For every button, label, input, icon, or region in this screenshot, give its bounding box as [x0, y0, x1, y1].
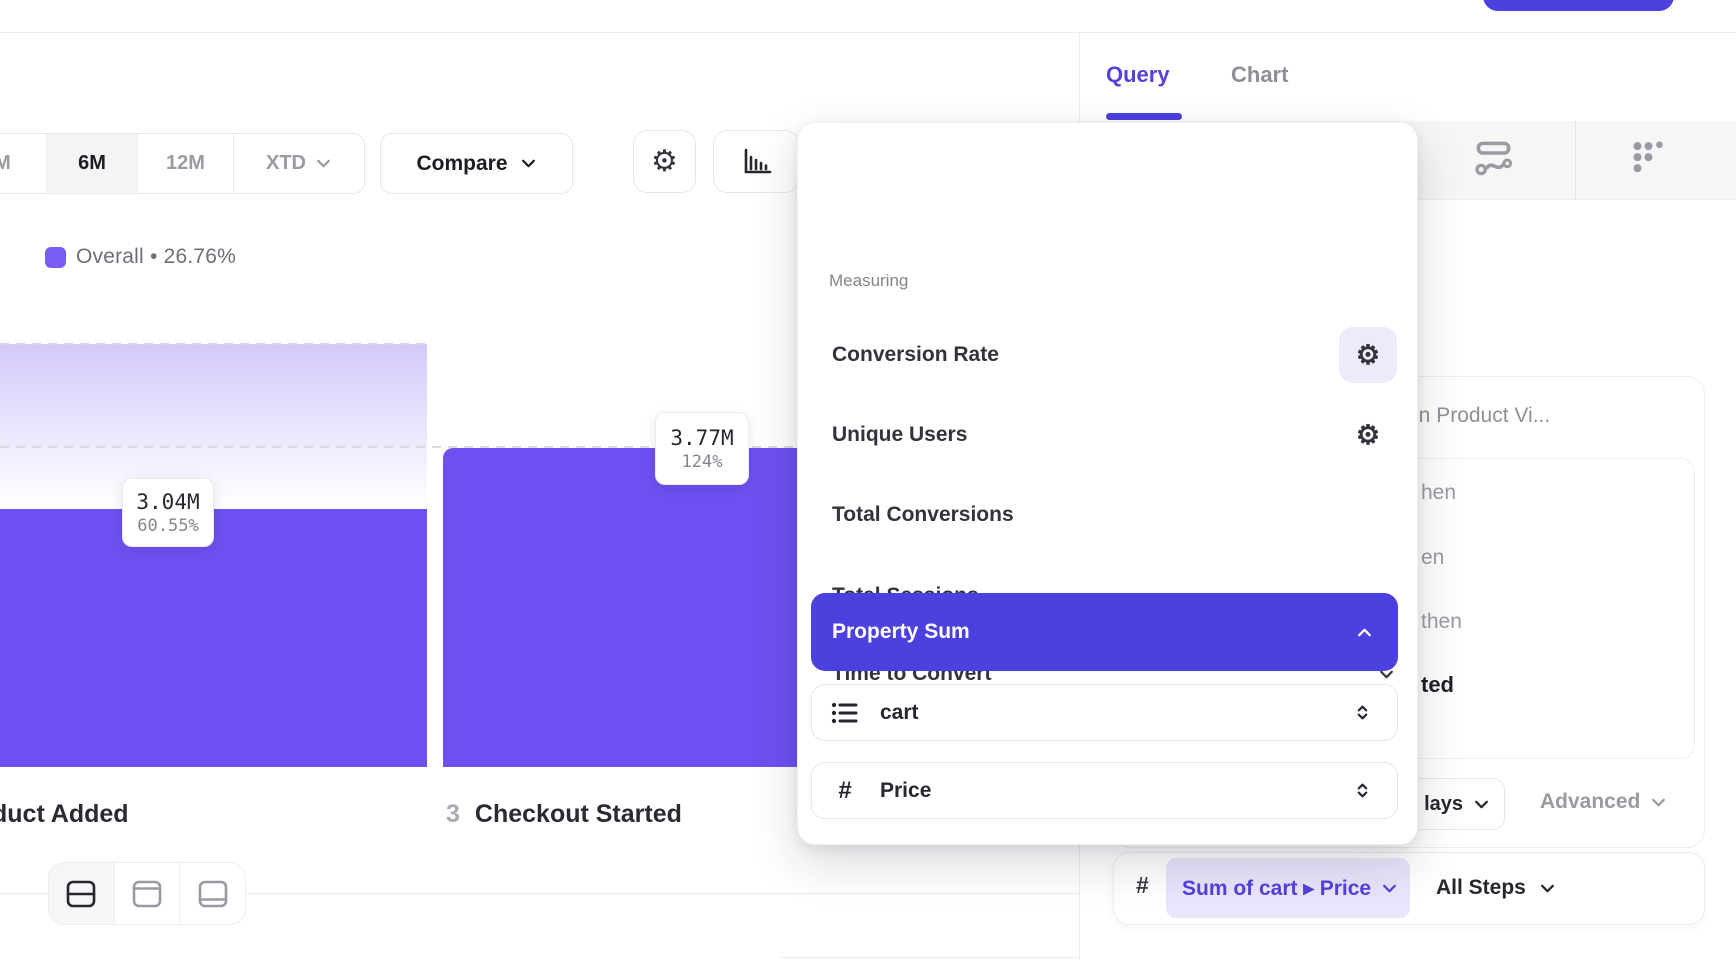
hash-icon: # [838, 776, 852, 804]
toolbar-cell-divider [1575, 121, 1576, 200]
advanced-button[interactable]: Advanced [1540, 790, 1667, 814]
chart-settings-button[interactable]: ⚙ [633, 130, 696, 193]
bottom-panel-icon [198, 880, 227, 907]
view-bottom-panel-button[interactable] [180, 863, 245, 924]
top-divider [0, 32, 1736, 33]
top-panel-icon [132, 880, 162, 907]
chevron-down-icon [317, 159, 330, 168]
reference-dash-line-step1 [0, 343, 427, 345]
menu-item-conversion-rate[interactable]: Conversion Rate ⚙ [798, 327, 1419, 383]
menu-item-total-conversions[interactable]: Total Conversions [832, 503, 1014, 526]
menu-item-property-sum-selected[interactable]: Property Sum [811, 593, 1398, 671]
measurement-chip[interactable]: Sum of cart ▸ Price [1166, 858, 1411, 918]
up-down-arrows-icon [1357, 783, 1368, 798]
funnel-step-row[interactable]: en [1421, 546, 1445, 569]
chevron-down-icon [521, 159, 535, 168]
chevron-up-icon [1358, 628, 1371, 636]
time-range-12m[interactable]: 12M [138, 134, 234, 193]
time-range-6m[interactable]: 6M [47, 134, 138, 193]
property-group-select[interactable]: cart [811, 684, 1398, 741]
measuring-title: Measuring [829, 271, 909, 290]
primary-cta-button[interactable] [1483, 0, 1674, 11]
flow-view-button[interactable] [1466, 131, 1521, 186]
item-settings-button[interactable]: ⚙ [1339, 327, 1397, 383]
split-rows-icon [67, 880, 96, 907]
bar-1-value-tooltip: 3.04M 60.55% [122, 478, 214, 547]
tab-chart[interactable]: Chart [1231, 62, 1289, 87]
reference-dash-line-step2 [0, 446, 800, 448]
active-tab-underline [1106, 113, 1182, 120]
bar-2-value-tooltip: 3.77M 124% [655, 412, 749, 485]
up-down-arrows-icon [1357, 705, 1368, 720]
tab-query[interactable]: Query [1106, 62, 1170, 87]
funnel-bar-1-previous-step-area [0, 344, 427, 509]
histogram-icon [744, 148, 772, 173]
chevron-down-icon [1652, 798, 1666, 806]
footer-divider [0, 893, 1079, 894]
time-range-m[interactable]: M [0, 134, 47, 193]
property-field-select[interactable]: # Price [811, 762, 1398, 819]
measuring-dropdown: Measuring Conversion Rate ⚙ Unique Users… [797, 122, 1418, 845]
step-label-1: duct Added [0, 800, 129, 828]
view-split-rows-button[interactable] [49, 863, 115, 924]
all-steps-dropdown[interactable]: All Steps [1436, 858, 1556, 918]
dots-grid-icon [1633, 141, 1663, 173]
step-2-index: 3 [446, 800, 460, 828]
hash-icon: # [1136, 872, 1149, 898]
chart-type-button[interactable] [713, 130, 799, 193]
gear-icon: ⚙ [1355, 339, 1381, 370]
layout-view-control [48, 862, 246, 925]
funnel-step-row[interactable]: then [1421, 610, 1462, 633]
bar-1-value: 3.04M [136, 489, 200, 514]
time-range-segmented-control: M 6M 12M XTD [0, 133, 365, 194]
item-settings-button[interactable]: ⚙ [1339, 407, 1397, 463]
bar-1-conversion: 60.55% [137, 515, 199, 536]
flow-icon [1475, 141, 1513, 176]
funnel-header-text: on Product Vi... [1407, 404, 1551, 427]
gear-icon: ⚙ [1355, 419, 1381, 450]
bar-2-value: 3.77M [670, 425, 734, 450]
list-icon [831, 702, 858, 723]
step-label-2: 3 Checkout Started [446, 800, 682, 828]
compare-button[interactable]: Compare [380, 133, 573, 194]
chevron-down-icon [1383, 884, 1397, 892]
view-top-panel-button[interactable] [115, 863, 181, 924]
legend-swatch [45, 247, 66, 268]
funnel-step-row[interactable]: hen [1421, 481, 1457, 504]
menu-item-unique-users[interactable]: Unique Users ⚙ [798, 407, 1419, 463]
chevron-down-icon [1540, 884, 1554, 892]
time-range-xtd[interactable]: XTD [234, 134, 364, 193]
table-top-divider [781, 957, 1079, 958]
chevron-down-icon [1380, 670, 1393, 678]
funnel-bar-2[interactable] [443, 448, 810, 767]
bar-2-conversion: 124% [681, 451, 723, 472]
funnel-step-row-active[interactable]: ted [1421, 672, 1454, 697]
chevron-down-icon [1475, 800, 1488, 808]
gear-icon: ⚙ [651, 144, 678, 178]
apps-grid-button[interactable] [1621, 131, 1676, 186]
funnel-bar-1[interactable] [0, 509, 427, 767]
legend-label: Overall • 26.76% [76, 245, 237, 268]
